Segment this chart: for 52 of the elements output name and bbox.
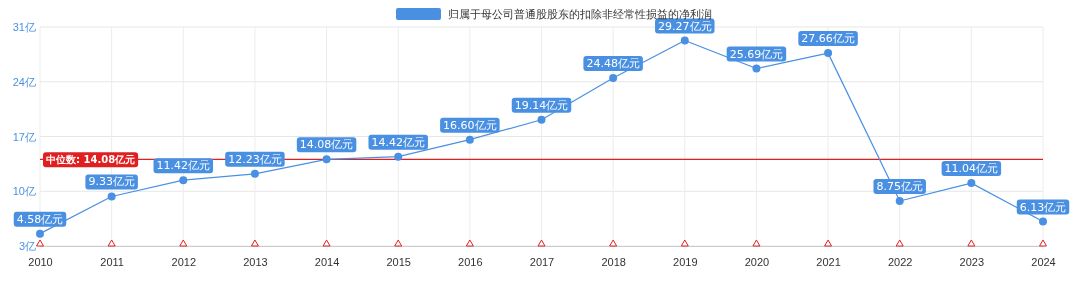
y-tick-label: 10亿 [12,185,36,198]
y-tick-label: 31亿 [12,21,36,34]
point [322,155,331,164]
x-tick-label: 2019 [673,255,698,268]
ref-line-label: 中位数: 14.08亿元 [46,154,136,166]
data-label: 4.58亿元 [16,212,64,226]
point [752,64,761,73]
point [1039,217,1047,226]
x-tick-label: 2022 [887,255,913,268]
x-tick-label: 2011 [100,255,124,268]
point [394,152,403,161]
x-tick-label: 2018 [601,255,626,268]
x-tick-label: 2014 [314,255,340,268]
y-tick-label: 3亿 [18,240,36,253]
data-label: 11.04亿元 [944,162,999,176]
point [250,169,259,178]
data-label: 14.08亿元 [299,138,354,152]
point [824,49,833,58]
point [465,135,474,144]
point [537,115,546,124]
x-tick-label: 2016 [458,255,483,268]
x-tick-label: 2023 [959,255,985,268]
data-label: 24.48亿元 [586,57,640,70]
data-label: 12.23亿元 [228,152,282,166]
y-tick-label: 17亿 [12,130,36,143]
data-label: 8.75亿元 [876,180,923,194]
point [895,197,904,206]
data-label: 19.14亿元 [514,98,569,112]
point [609,74,618,82]
point [179,176,188,185]
x-tick-label: 2021 [816,255,841,268]
data-label: 25.69亿元 [729,47,784,61]
x-tick-label: 2017 [529,255,555,268]
x-tick-label: 2024 [1031,255,1056,268]
y-tick-label: 24亿 [12,75,36,88]
point [36,229,44,238]
point [107,192,116,201]
data-label: 14.42亿元 [371,135,425,149]
data-label: 29.27亿元 [658,19,712,33]
data-label: 9.33亿元 [88,175,135,189]
point [680,36,689,45]
x-tick-label: 2010 [28,255,53,268]
data-label: 16.60亿元 [443,118,497,132]
data-label: 6.13亿元 [1019,200,1067,214]
x-tick-label: 2013 [243,255,268,268]
x-tick-label: 2020 [744,255,770,268]
data-label: 11.42亿元 [156,159,211,173]
x-tick-label: 2015 [386,255,411,268]
data-label: 27.66亿元 [801,32,855,46]
x-tick-label: 2012 [171,255,197,268]
point [967,179,976,188]
legend-label: 归属于母公司普通股股东的扣除非经常性损益的净利润 [448,8,712,21]
